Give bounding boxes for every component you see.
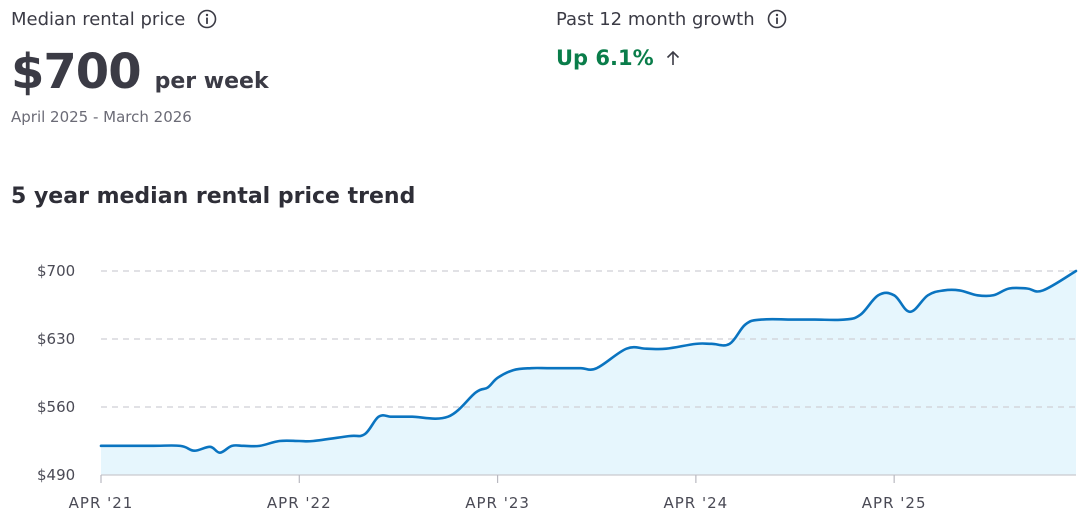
median-price-period: April 2025 - March 2026 bbox=[11, 108, 192, 126]
chart-title: 5 year median rental price trend bbox=[11, 184, 416, 209]
y-tick-label: $560 bbox=[37, 398, 75, 416]
median-price-value: $700 bbox=[11, 44, 142, 100]
growth-value: Up 6.1% bbox=[556, 46, 654, 70]
growth-label-row: Past 12 month growth bbox=[556, 6, 787, 32]
growth-block: Past 12 month growth Up 6.1% bbox=[556, 6, 787, 70]
x-tick-label: APR '24 bbox=[664, 494, 729, 512]
growth-row: Up 6.1% bbox=[556, 46, 787, 70]
median-price-label: Median rental price bbox=[11, 8, 186, 30]
x-tick-label: APR '21 bbox=[69, 494, 134, 512]
x-tick-label: APR '23 bbox=[465, 494, 530, 512]
x-tick-label: APR '25 bbox=[862, 494, 927, 512]
info-icon[interactable] bbox=[767, 9, 787, 29]
median-price-unit: per week bbox=[154, 69, 269, 94]
price-row: $700 per week bbox=[11, 46, 269, 98]
x-tick-label: APR '22 bbox=[267, 494, 332, 512]
y-tick-label: $700 bbox=[37, 262, 75, 280]
median-price-block: Median rental price $700 per week April … bbox=[11, 6, 269, 127]
series-line bbox=[99, 269, 1078, 454]
median-price-label-row: Median rental price bbox=[11, 6, 269, 32]
series-area-fill bbox=[101, 271, 1076, 475]
growth-label: Past 12 month growth bbox=[556, 8, 755, 30]
y-tick-label: $490 bbox=[37, 466, 75, 484]
arrow-up-icon bbox=[664, 49, 682, 67]
info-icon[interactable] bbox=[197, 9, 217, 29]
y-tick-label: $630 bbox=[37, 330, 75, 348]
